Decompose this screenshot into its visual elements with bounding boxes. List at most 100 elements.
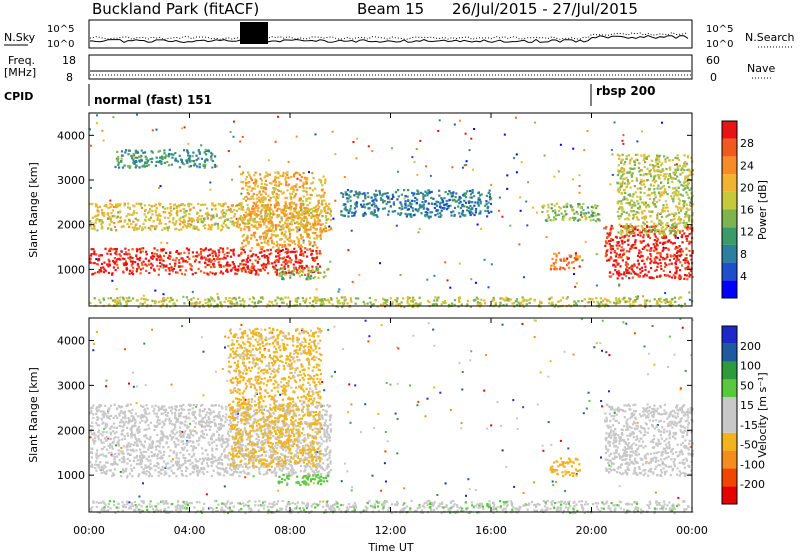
echo-cell <box>686 183 689 186</box>
echo-cell <box>294 300 297 303</box>
echo-cell <box>98 269 101 272</box>
echo-cell <box>247 181 250 184</box>
echo-cell <box>124 260 128 263</box>
echo-cell <box>627 257 630 260</box>
echo-cell <box>257 273 260 276</box>
heatmap-speckle <box>322 500 325 503</box>
heatmap-speckle <box>474 489 477 491</box>
heatmap-speckle <box>470 137 473 140</box>
echo-cell <box>553 268 556 271</box>
echo-cell <box>659 181 663 184</box>
heatmap-speckle <box>516 417 518 420</box>
echo-cell <box>363 203 366 206</box>
echo-cell <box>315 257 318 260</box>
echo-cell <box>685 203 688 206</box>
echo-cell <box>417 208 420 211</box>
echo-cell <box>407 199 410 202</box>
echo-cell <box>253 265 256 268</box>
echo-cell <box>286 189 289 192</box>
echo-cell <box>163 149 166 152</box>
echo-cell <box>554 211 557 214</box>
echo-cell <box>630 268 633 271</box>
echo-cell <box>288 271 291 274</box>
heatmap-speckle <box>189 422 192 425</box>
echo-cell <box>89 260 92 263</box>
heatmap-speckle <box>514 116 517 119</box>
echo-cell <box>223 253 226 256</box>
echo-cell <box>487 211 490 214</box>
echo-cell <box>263 254 266 257</box>
echo-cell <box>317 235 320 238</box>
echo-cell <box>678 216 681 219</box>
echo-cell <box>242 248 245 251</box>
echo-cell <box>304 178 307 181</box>
echo-cell <box>281 192 284 195</box>
echo-cell <box>207 228 210 231</box>
echo-cell <box>259 210 262 213</box>
echo-cell <box>621 191 624 195</box>
echo-cell <box>203 256 206 259</box>
heatmap-speckle <box>346 470 349 473</box>
echo-cell <box>247 193 250 196</box>
echo-cell <box>660 267 663 270</box>
heatmap-speckle <box>523 276 525 279</box>
heatmap-speckle <box>453 123 456 126</box>
echo-cell <box>245 175 248 178</box>
echo-cell <box>266 208 269 211</box>
echo-cell <box>286 171 289 174</box>
echo-cell <box>620 229 623 232</box>
echo-cell <box>111 209 115 212</box>
echo-cell <box>134 149 137 152</box>
echo-cell <box>653 198 656 201</box>
heatmap-speckle <box>109 199 112 202</box>
echo-cell <box>314 231 317 235</box>
echo-cell <box>209 271 212 274</box>
echo-cell <box>319 299 322 302</box>
echo-cell <box>273 206 277 209</box>
echo-cell <box>648 170 651 173</box>
echo-cell <box>413 200 416 203</box>
heatmap-speckle <box>384 431 387 433</box>
echo-cell <box>200 248 203 251</box>
echo-cell <box>210 217 214 220</box>
echo-cell <box>667 247 670 250</box>
echo-cell <box>313 220 316 223</box>
echo-cell <box>294 267 297 270</box>
heatmap-speckle <box>433 274 436 277</box>
echo-cell <box>650 260 653 263</box>
echo-cell <box>680 168 683 171</box>
echo-cell <box>652 261 656 264</box>
echo-cell <box>276 296 279 299</box>
echo-cell <box>253 302 256 305</box>
echo-cell <box>689 171 692 174</box>
echo-cell <box>155 258 158 261</box>
echo-cell <box>277 184 280 187</box>
echo-cell <box>232 224 236 227</box>
echo-cell <box>674 168 677 171</box>
echo-cell <box>646 243 650 246</box>
echo-cell <box>262 267 265 270</box>
echo-cell <box>621 180 624 183</box>
echo-cell <box>155 214 158 217</box>
echo-cell <box>293 196 296 199</box>
echo-cell <box>215 213 218 216</box>
echo-cell <box>297 261 300 264</box>
heatmap-speckle <box>651 325 654 327</box>
echo-cell <box>632 300 635 303</box>
echo-cell <box>103 212 106 215</box>
echo-cell <box>181 203 184 206</box>
echo-cell <box>117 161 120 164</box>
echo-cell <box>270 233 273 236</box>
echo-cell <box>247 240 251 243</box>
echo-cell <box>185 296 188 299</box>
echo-cell <box>547 203 550 206</box>
heatmap-speckle <box>215 506 218 509</box>
echo-cell <box>139 268 142 271</box>
echo-cell <box>588 216 591 219</box>
echo-cell <box>665 203 668 206</box>
echo-cell <box>276 201 279 204</box>
heatmap-speckle <box>643 345 646 348</box>
echo-cell <box>558 251 561 255</box>
echo-cell <box>234 268 238 271</box>
echo-cell <box>604 297 607 300</box>
